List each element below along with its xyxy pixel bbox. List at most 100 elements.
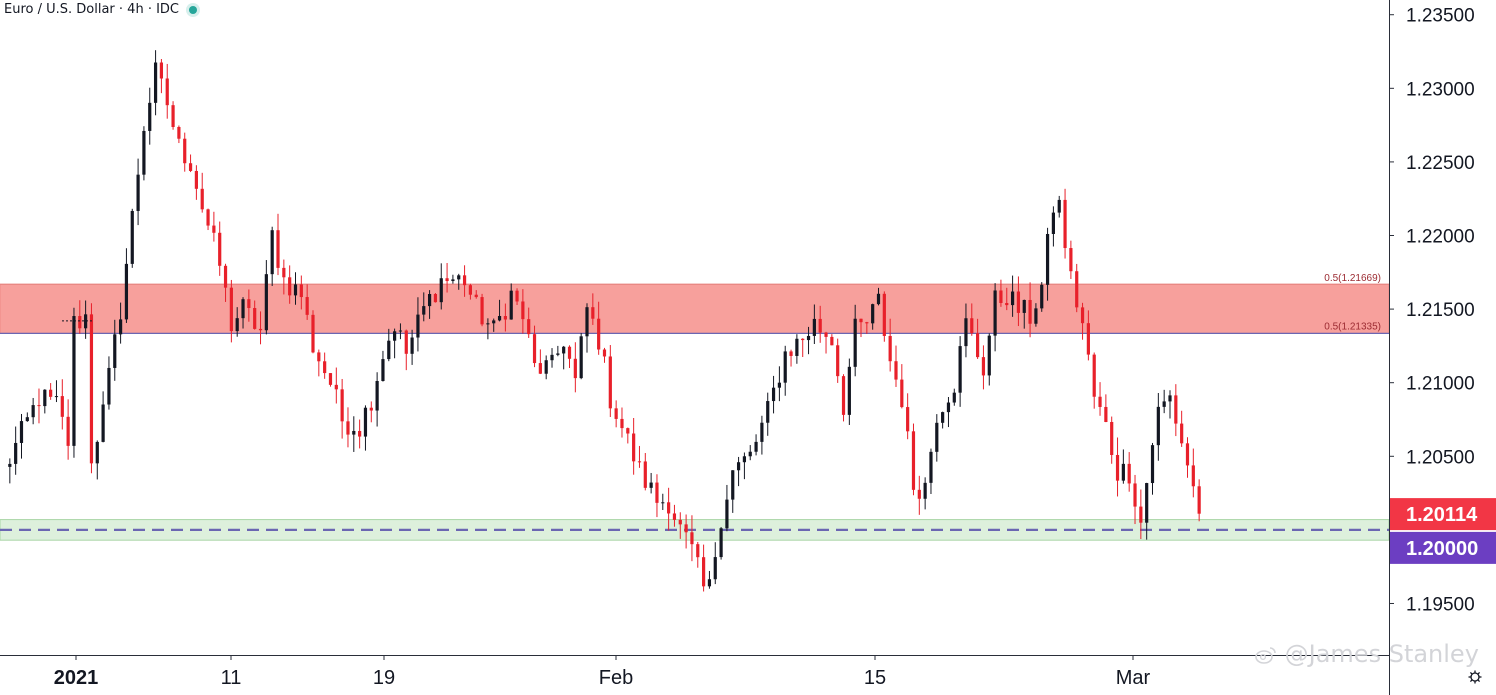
candle — [515, 288, 519, 305]
candle — [84, 300, 88, 339]
candle — [882, 291, 886, 342]
candle — [60, 379, 64, 430]
candle — [113, 319, 117, 381]
candle — [818, 305, 822, 343]
candle — [830, 334, 834, 346]
candle — [573, 342, 577, 393]
candle — [1040, 282, 1044, 312]
candle — [1145, 482, 1149, 540]
candle — [684, 514, 688, 549]
candle — [328, 372, 333, 387]
candle — [789, 349, 793, 367]
candle — [363, 405, 368, 451]
gear-icon[interactable] — [1468, 670, 1482, 684]
candle — [1092, 352, 1096, 409]
price-tick-label: 1.19500 — [1406, 594, 1475, 615]
candle — [970, 303, 974, 336]
candle — [264, 260, 268, 335]
candle — [771, 375, 776, 414]
candle — [31, 397, 35, 425]
candle — [1034, 303, 1038, 327]
candle — [270, 226, 274, 286]
candle — [1010, 275, 1015, 317]
candle — [923, 477, 927, 510]
candle — [206, 208, 210, 231]
candle — [8, 458, 12, 484]
candle — [299, 275, 303, 310]
candle — [247, 289, 251, 322]
candle — [1045, 227, 1050, 301]
candle — [567, 345, 572, 369]
candle — [317, 349, 321, 377]
candle — [801, 338, 805, 358]
candle — [707, 570, 712, 589]
candle — [777, 366, 781, 402]
candle — [334, 367, 338, 404]
fib-label-lower: 0.5(1.21335) — [1324, 321, 1381, 332]
candle — [713, 542, 717, 585]
candle — [1051, 206, 1055, 247]
candle — [1110, 416, 1114, 464]
candle — [690, 515, 694, 562]
candle — [608, 345, 612, 417]
resistance-zone — [0, 283, 1390, 334]
candle — [19, 413, 24, 459]
candle — [416, 297, 420, 352]
candle — [579, 332, 583, 380]
candle — [655, 474, 659, 518]
level-price-label: 1.20000 — [1406, 538, 1478, 560]
candle — [398, 323, 403, 340]
price-tick-label: 1.22500 — [1406, 153, 1475, 174]
candle — [1174, 384, 1178, 437]
candle — [696, 541, 700, 568]
candle — [911, 423, 916, 496]
candle — [1104, 394, 1108, 423]
candle — [387, 328, 391, 362]
candle — [760, 415, 764, 455]
candle — [532, 325, 537, 368]
candle — [171, 101, 175, 130]
candle — [672, 504, 677, 527]
candle — [917, 475, 921, 515]
candle — [742, 452, 747, 480]
candle — [346, 407, 350, 448]
candle — [812, 304, 816, 345]
candle — [1133, 474, 1137, 525]
candle — [556, 345, 560, 357]
candle — [876, 287, 881, 306]
candle — [25, 412, 29, 422]
candle — [468, 283, 472, 300]
watermark-text: @James Stanley — [1284, 640, 1479, 668]
candles — [8, 50, 1201, 592]
candle — [503, 303, 507, 332]
candle — [1185, 437, 1190, 478]
candle — [946, 397, 951, 428]
candle — [474, 290, 478, 299]
candle — [550, 348, 554, 368]
candle — [323, 352, 327, 379]
candle — [451, 274, 455, 284]
candle — [999, 279, 1003, 307]
candle — [107, 356, 111, 410]
chart-header: Euro / U.S. Dollar · 4h · IDC — [4, 2, 197, 17]
candle — [736, 456, 741, 487]
candle — [445, 263, 449, 293]
candle — [497, 299, 502, 322]
time-tick-label: 2021 — [54, 667, 99, 689]
price-tick-label: 1.22000 — [1406, 227, 1475, 248]
candle — [43, 389, 47, 414]
candle — [433, 292, 438, 303]
candle — [148, 87, 152, 145]
candle — [136, 158, 140, 226]
candle — [847, 358, 851, 425]
candle — [293, 272, 298, 305]
candle — [649, 472, 653, 494]
candle — [183, 132, 187, 172]
candle — [964, 303, 968, 358]
candle — [130, 208, 134, 268]
symbol-title[interactable]: Euro / U.S. Dollar · 4h · IDC — [4, 2, 179, 17]
candle — [159, 58, 164, 94]
candle — [853, 304, 857, 377]
candle — [427, 290, 432, 319]
